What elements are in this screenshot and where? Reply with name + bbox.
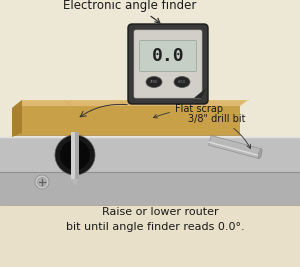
Ellipse shape (146, 77, 162, 88)
Text: Electronic angle finder: Electronic angle finder (63, 0, 197, 23)
Polygon shape (75, 132, 79, 179)
Text: HOLD: HOLD (178, 80, 186, 84)
Text: 3/8" drill bit: 3/8" drill bit (188, 114, 250, 148)
Bar (0, 205, 300, 267)
Text: ZERO: ZERO (150, 80, 158, 84)
Polygon shape (14, 106, 240, 135)
Circle shape (38, 178, 46, 187)
Ellipse shape (258, 149, 262, 159)
Bar (0, 0, 300, 137)
Polygon shape (208, 135, 261, 159)
Circle shape (60, 140, 90, 170)
Ellipse shape (174, 77, 190, 88)
Polygon shape (12, 100, 22, 137)
Bar (0, 137, 300, 172)
Circle shape (55, 135, 95, 175)
Circle shape (35, 175, 49, 189)
FancyBboxPatch shape (140, 41, 196, 72)
Bar (0, 172, 300, 205)
Polygon shape (71, 179, 79, 185)
Text: bit until angle finder reads 0.0°.: bit until angle finder reads 0.0°. (66, 222, 244, 232)
Text: Flat scrap: Flat scrap (153, 104, 223, 118)
FancyBboxPatch shape (128, 24, 208, 104)
Polygon shape (14, 100, 248, 106)
Text: Raise or lower router: Raise or lower router (102, 207, 218, 217)
FancyBboxPatch shape (134, 30, 202, 98)
Polygon shape (194, 88, 206, 98)
Polygon shape (71, 132, 75, 179)
Text: 0.0: 0.0 (152, 47, 184, 65)
